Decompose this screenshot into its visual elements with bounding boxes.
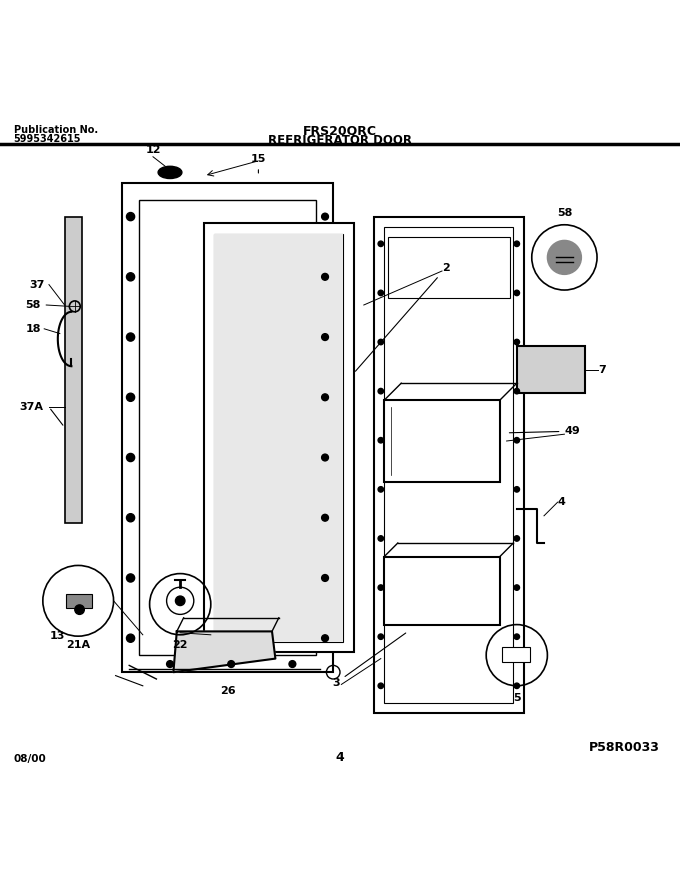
- Circle shape: [378, 241, 384, 247]
- Text: 13: 13: [50, 632, 65, 641]
- Circle shape: [126, 213, 135, 220]
- Circle shape: [514, 535, 520, 542]
- Bar: [65, 217, 82, 523]
- Text: REFRIGERATOR DOOR: REFRIGERATOR DOOR: [268, 134, 412, 146]
- Text: 3: 3: [333, 633, 406, 688]
- Bar: [214, 234, 343, 641]
- Circle shape: [126, 273, 135, 280]
- Circle shape: [514, 437, 520, 443]
- Text: 26: 26: [220, 686, 235, 696]
- Text: 4: 4: [558, 497, 566, 507]
- Circle shape: [514, 241, 520, 247]
- Circle shape: [322, 333, 328, 340]
- Circle shape: [514, 388, 520, 394]
- Text: 5: 5: [513, 692, 521, 703]
- Circle shape: [322, 213, 328, 220]
- Circle shape: [378, 437, 384, 443]
- Bar: [384, 400, 500, 482]
- Polygon shape: [173, 632, 275, 672]
- Text: 21A: 21A: [66, 639, 90, 649]
- Text: 5995342615: 5995342615: [14, 134, 81, 144]
- Circle shape: [378, 683, 384, 689]
- Text: 2: 2: [356, 263, 449, 371]
- Circle shape: [378, 585, 384, 590]
- Circle shape: [175, 596, 185, 606]
- Bar: [204, 223, 354, 652]
- Circle shape: [289, 661, 296, 668]
- Text: FRS20QRC: FRS20QRC: [303, 124, 377, 137]
- Text: Publication No.: Publication No.: [14, 124, 98, 135]
- Bar: [374, 217, 524, 713]
- Bar: [388, 237, 510, 298]
- Text: 7: 7: [598, 364, 606, 375]
- Text: 58: 58: [557, 208, 572, 218]
- Circle shape: [378, 487, 384, 492]
- Circle shape: [322, 394, 328, 400]
- Circle shape: [514, 683, 520, 689]
- Text: 18: 18: [25, 324, 41, 333]
- Circle shape: [378, 340, 384, 345]
- Text: 37: 37: [29, 280, 44, 289]
- Bar: [384, 227, 513, 703]
- Circle shape: [322, 454, 328, 461]
- Circle shape: [322, 574, 328, 581]
- Bar: [66, 594, 92, 608]
- Text: 58: 58: [25, 300, 41, 310]
- Text: 15: 15: [251, 154, 266, 173]
- Circle shape: [378, 290, 384, 295]
- Circle shape: [126, 333, 135, 341]
- Circle shape: [126, 574, 135, 582]
- Bar: [139, 199, 316, 655]
- Circle shape: [126, 513, 135, 522]
- Circle shape: [75, 605, 84, 615]
- Circle shape: [378, 634, 384, 639]
- Circle shape: [547, 241, 581, 274]
- Circle shape: [514, 585, 520, 590]
- Circle shape: [322, 635, 328, 641]
- Bar: [517, 346, 585, 393]
- Text: P58R0033: P58R0033: [589, 741, 660, 754]
- Ellipse shape: [158, 167, 182, 178]
- Text: 37A: 37A: [19, 402, 43, 412]
- Text: 12: 12: [146, 146, 160, 155]
- Text: 08/00: 08/00: [14, 754, 46, 764]
- Circle shape: [514, 634, 520, 639]
- Circle shape: [322, 273, 328, 280]
- Circle shape: [378, 535, 384, 542]
- Text: 4: 4: [336, 751, 344, 764]
- Bar: [384, 557, 500, 624]
- Bar: [122, 183, 333, 672]
- Circle shape: [514, 340, 520, 345]
- Circle shape: [378, 388, 384, 394]
- Circle shape: [322, 514, 328, 521]
- Bar: [214, 234, 343, 641]
- Text: 22: 22: [173, 639, 188, 649]
- Circle shape: [167, 661, 173, 668]
- Circle shape: [126, 393, 135, 401]
- Circle shape: [126, 453, 135, 461]
- Circle shape: [514, 487, 520, 492]
- Text: 49: 49: [509, 426, 580, 437]
- Circle shape: [228, 661, 235, 668]
- Circle shape: [514, 290, 520, 295]
- Bar: [502, 647, 530, 662]
- Circle shape: [126, 634, 135, 642]
